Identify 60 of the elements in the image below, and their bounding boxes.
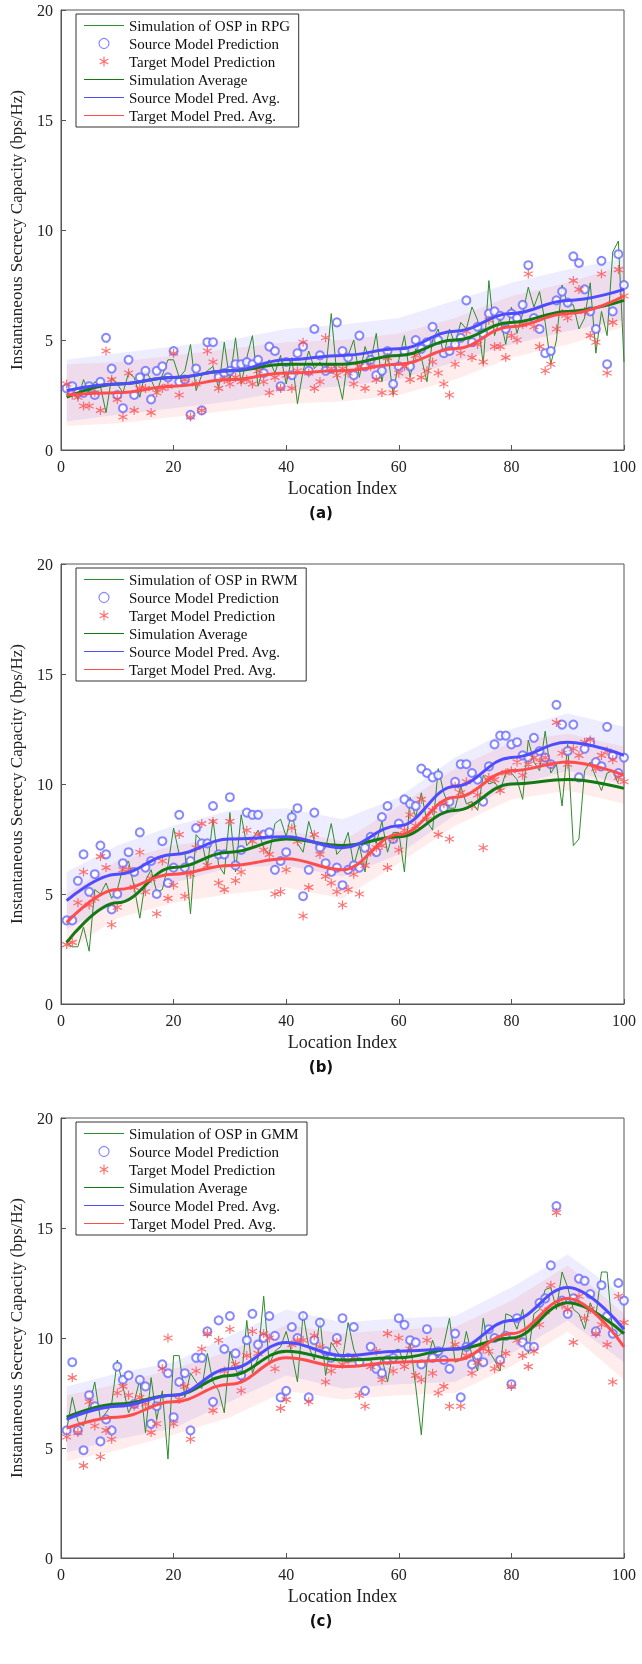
legend-label: Target Model Prediction [129,607,276,624]
x-tick-label: 20 [165,457,182,475]
y-axis-title: Instantaneous Secrecy Capacity (bps/Hz) [7,1198,26,1478]
y-tick-label: 10 [37,775,53,793]
y-axis-title: Instantaneous Secrecy Capacity (bps/Hz) [7,644,26,924]
x-tick-label: 100 [612,1011,636,1029]
text: (c) [309,1611,333,1630]
legend-label: Simulation Average [129,71,248,88]
legend-label: Source Model Pred. Avg. [129,1197,280,1214]
legend-label: Simulation of OSP in RWM [129,571,298,588]
y-tick-label: 20 [37,555,53,573]
x-tick-label: 40 [278,1565,295,1583]
legend-label: Target Model Prediction [129,1161,276,1178]
legend-label: Source Model Prediction [129,35,280,52]
text: (b) [308,1057,334,1076]
x-tick-label: 20 [165,1011,182,1029]
x-tick-label: 0 [57,1565,65,1583]
x-axis-title: Location Index [287,477,398,498]
y-tick-label: 15 [37,111,53,129]
x-tick-label: 100 [612,1565,636,1583]
y-tick-label: 10 [37,1329,53,1347]
y-tick-label: 15 [37,1219,53,1237]
legend-label: Target Model Prediction [129,53,276,70]
legend-label: Simulation Average [129,625,248,642]
legend-label: Target Model Pred. Avg. [129,1215,277,1232]
x-tick-label: 100 [612,457,636,475]
legend-label: Source Model Pred. Avg. [129,643,280,660]
x-tick-label: 40 [278,1011,295,1029]
legend-label: Source Model Prediction [129,1143,280,1160]
y-tick-label: 5 [45,331,53,349]
x-tick-label: 60 [390,457,407,475]
y-tick-label: 5 [45,885,53,903]
x-tick-label: 60 [390,1565,407,1583]
y-tick-label: 15 [37,665,53,683]
x-tick-label: 60 [390,1011,407,1029]
legend-label: Target Model Pred. Avg. [129,661,277,678]
legend-label: Source Model Pred. Avg. [129,89,280,106]
legend-label: Simulation Average [129,1179,248,1196]
legend-label: Simulation of OSP in GMM [129,1125,299,1142]
x-tick-label: 20 [165,1565,182,1583]
x-tick-label: 80 [503,1011,520,1029]
legend-label: Source Model Prediction [129,589,280,606]
legend-label: Simulation of OSP in RPG [129,17,291,34]
x-axis-title: Location Index [287,1585,398,1606]
x-tick-label: 0 [57,1011,65,1029]
x-tick-label: 80 [503,457,520,475]
x-tick-label: 0 [57,457,65,475]
y-tick-label: 5 [45,1439,53,1457]
y-tick-label: 20 [37,1,53,19]
legend-label: Target Model Pred. Avg. [129,107,277,124]
y-tick-label: 0 [45,995,53,1013]
x-tick-label: 80 [503,1565,520,1583]
text: (a) [309,503,333,522]
y-tick-label: 0 [45,1549,53,1567]
y-tick-label: 20 [37,1109,53,1127]
y-axis-title: Instantaneous Secrecy Capacity (bps/Hz) [7,90,26,370]
x-tick-label: 40 [278,457,295,475]
y-tick-label: 10 [37,221,53,239]
y-tick-label: 0 [45,441,53,459]
x-axis-title: Location Index [287,1031,398,1052]
